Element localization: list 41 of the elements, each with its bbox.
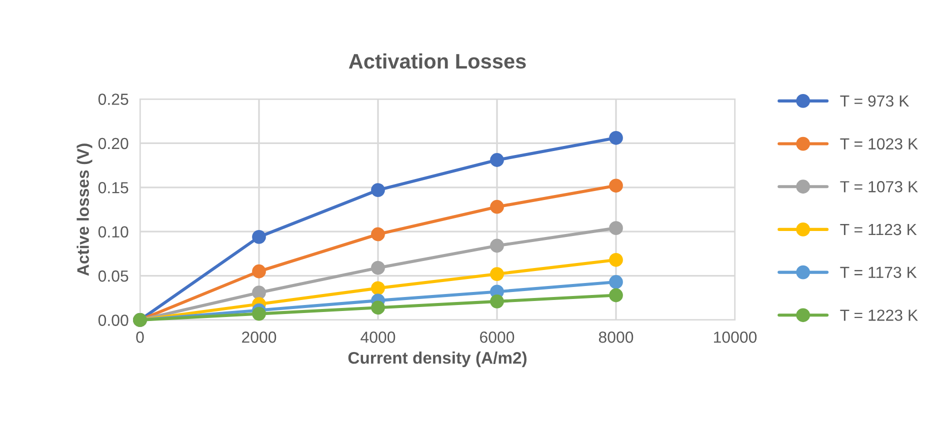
- legend-label: T = 1023 K: [840, 138, 918, 150]
- point: [371, 260, 385, 275]
- point: [490, 267, 504, 281]
- point: [371, 227, 385, 242]
- point: [490, 238, 504, 253]
- point: [609, 130, 623, 145]
- x-tick-label: 10000: [714, 332, 757, 343]
- y-tick-label: 0.00: [98, 314, 128, 326]
- point: [490, 153, 504, 167]
- point: [252, 306, 266, 321]
- point: [490, 294, 504, 308]
- point: [609, 275, 623, 289]
- legend-label: T = 1123 K: [840, 224, 917, 236]
- x-axis-title: Current density (A/m2): [348, 352, 527, 368]
- point: [371, 183, 385, 197]
- point: [252, 264, 266, 278]
- y-axis-title: Active losses (V): [76, 144, 92, 276]
- point: [609, 288, 623, 302]
- point: [371, 300, 385, 315]
- y-tick-label: 0.10: [98, 226, 128, 238]
- point: [609, 252, 623, 267]
- legend-label: T = 1223 K: [840, 310, 918, 321]
- x-tick-label: 8000: [598, 332, 634, 343]
- point: [490, 200, 504, 214]
- point: [252, 286, 266, 300]
- x-tick-label: 0: [136, 332, 144, 343]
- point: [609, 178, 623, 193]
- y-tick-label: 0.20: [98, 138, 128, 150]
- point: [609, 221, 623, 236]
- y-tick-label: 0.05: [98, 270, 128, 282]
- x-tick-label: 6000: [480, 332, 514, 343]
- point: [371, 281, 385, 296]
- legend-label: T = 1073 K: [840, 181, 918, 192]
- point: [252, 230, 266, 244]
- legend-label: T = 1173 K: [840, 266, 917, 278]
- y-tick-label: 0.25: [98, 94, 128, 105]
- chart-title: Activation Losses: [348, 53, 526, 69]
- legend-label: T = 973 K: [840, 95, 910, 107]
- y-tick-label: 0.15: [98, 182, 128, 194]
- x-tick-label: 4000: [360, 332, 396, 343]
- x-tick-label: 2000: [242, 332, 276, 343]
